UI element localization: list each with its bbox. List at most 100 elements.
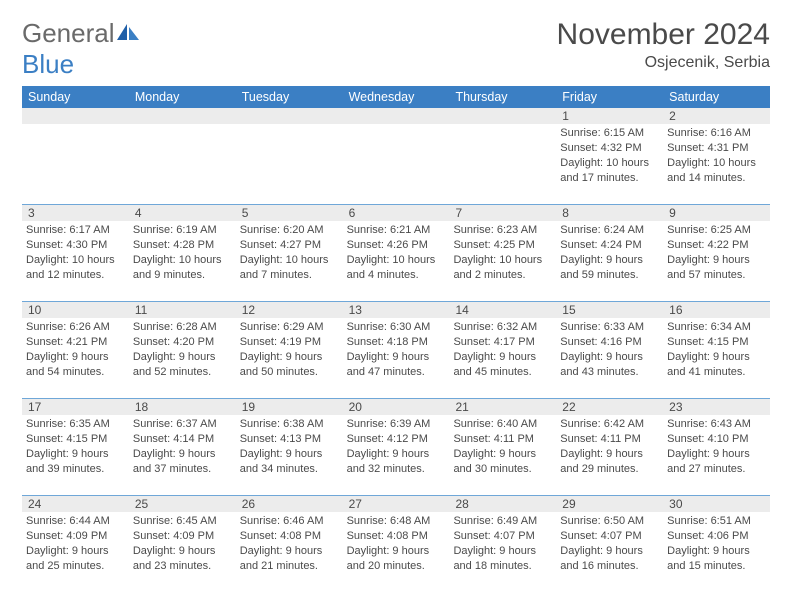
day-number: 17	[22, 399, 129, 415]
day-cell: Sunrise: 6:17 AMSunset: 4:30 PMDaylight:…	[22, 221, 129, 301]
day-number	[236, 108, 343, 124]
daylight-text: Daylight: 9 hours and 23 minutes.	[133, 544, 232, 574]
week-row: Sunrise: 6:17 AMSunset: 4:30 PM Daylight:…	[22, 221, 770, 301]
day-cell: Sunrise: 6:43 AMSunset: 4:10 PMDaylight:…	[663, 415, 770, 495]
daylight-text: Daylight: 9 hours and 43 minutes.	[560, 350, 659, 380]
day-cell: Sunrise: 6:28 AMSunset: 4:20 PMDaylight:…	[129, 318, 236, 398]
daylight-text: Daylight: 9 hours and 50 minutes.	[240, 350, 339, 380]
sunrise-text: Sunrise: 6:50 AM	[560, 514, 659, 529]
sunrise-text: Sunrise: 6:39 AM	[347, 417, 446, 432]
day-number: 3	[22, 205, 129, 221]
day-number: 16	[663, 302, 770, 318]
month-title: November 2024	[557, 18, 770, 52]
sunrise-text: Sunrise: 6:21 AM	[347, 223, 446, 238]
sunset-text: Sunset: 4:28 PM	[133, 238, 232, 253]
week-row: Sunrise: 6:35 AMSunset: 4:15 PMDaylight:…	[22, 415, 770, 495]
day-cell: Sunrise: 6:23 AMSunset: 4:25 PMDaylight:…	[449, 221, 556, 301]
sunrise-text: Sunrise: 6:46 AM	[240, 514, 339, 529]
sunrise-text: Sunrise: 6:45 AM	[133, 514, 232, 529]
sunrise-text: Sunrise: 6:29 AM	[240, 320, 339, 335]
daylight-text: Daylight: 9 hours and 59 minutes.	[560, 253, 659, 283]
day-header: Saturday	[663, 86, 770, 108]
day-header: Wednesday	[343, 86, 450, 108]
day-cell: Sunrise: 6:39 AMSunset: 4:12 PMDaylight:…	[343, 415, 450, 495]
daylight-text: Daylight: 9 hours and 25 minutes.	[26, 544, 125, 574]
day-cell: Sunrise: 6:30 AMSunset: 4:18 PMDaylight:…	[343, 318, 450, 398]
sunset-text: Sunset: 4:22 PM	[667, 238, 766, 253]
daynum-row: 10111213141516	[22, 301, 770, 318]
day-number: 19	[236, 399, 343, 415]
sunset-text: Sunset: 4:30 PM	[26, 238, 125, 253]
sunset-text: Sunset: 4:06 PM	[667, 529, 766, 544]
sunrise-text: Sunrise: 6:19 AM	[133, 223, 232, 238]
sunrise-text: Sunrise: 6:17 AM	[26, 223, 125, 238]
day-cell: Sunrise: 6:15 AMSunset: 4:32 PMDaylight:…	[556, 124, 663, 204]
sunset-text: Sunset: 4:24 PM	[560, 238, 659, 253]
daylight-text: Daylight: 10 hours and 17 minutes.	[560, 156, 659, 186]
day-cell: Sunrise: 6:34 AMSunset: 4:15 PMDaylight:…	[663, 318, 770, 398]
day-cell: Sunrise: 6:49 AMSunset: 4:07 PMDaylight:…	[449, 512, 556, 592]
day-number: 23	[663, 399, 770, 415]
daylight-text: Daylight: 10 hours and 7 minutes.	[240, 253, 339, 283]
sunset-text: Sunset: 4:11 PM	[453, 432, 552, 447]
sunset-text: Sunset: 4:18 PM	[347, 335, 446, 350]
sunrise-text: Sunrise: 6:33 AM	[560, 320, 659, 335]
day-number: 10	[22, 302, 129, 318]
calendar: Sunday Monday Tuesday Wednesday Thursday…	[22, 86, 770, 592]
sunrise-text: Sunrise: 6:15 AM	[560, 126, 659, 141]
daylight-text: Daylight: 10 hours and 2 minutes.	[453, 253, 552, 283]
sunrise-text: Sunrise: 6:38 AM	[240, 417, 339, 432]
day-cell: Sunrise: 6:50 AMSunset: 4:07 PMDaylight:…	[556, 512, 663, 592]
sunrise-text: Sunrise: 6:30 AM	[347, 320, 446, 335]
daylight-text: Daylight: 9 hours and 41 minutes.	[667, 350, 766, 380]
day-number: 15	[556, 302, 663, 318]
sunset-text: Sunset: 4:09 PM	[26, 529, 125, 544]
page-header: General Blue November 2024 Osjecenik, Se…	[22, 18, 770, 80]
sunrise-text: Sunrise: 6:34 AM	[667, 320, 766, 335]
daylight-text: Daylight: 9 hours and 20 minutes.	[347, 544, 446, 574]
sunrise-text: Sunrise: 6:20 AM	[240, 223, 339, 238]
daylight-text: Daylight: 9 hours and 54 minutes.	[26, 350, 125, 380]
daylight-text: Daylight: 9 hours and 18 minutes.	[453, 544, 552, 574]
sunset-text: Sunset: 4:11 PM	[560, 432, 659, 447]
sunrise-text: Sunrise: 6:23 AM	[453, 223, 552, 238]
day-number: 21	[449, 399, 556, 415]
sunrise-text: Sunrise: 6:25 AM	[667, 223, 766, 238]
day-header: Friday	[556, 86, 663, 108]
sunset-text: Sunset: 4:08 PM	[347, 529, 446, 544]
location: Osjecenik, Serbia	[557, 54, 770, 72]
day-cell: Sunrise: 6:38 AMSunset: 4:13 PMDaylight:…	[236, 415, 343, 495]
daynum-row: 24252627282930	[22, 495, 770, 512]
day-header: Monday	[129, 86, 236, 108]
day-number	[343, 108, 450, 124]
day-cell: Sunrise: 6:21 AMSunset: 4:26 PMDaylight:…	[343, 221, 450, 301]
sunset-text: Sunset: 4:32 PM	[560, 141, 659, 156]
day-number: 12	[236, 302, 343, 318]
sunrise-text: Sunrise: 6:37 AM	[133, 417, 232, 432]
daylight-text: Daylight: 10 hours and 4 minutes.	[347, 253, 446, 283]
sunset-text: Sunset: 4:16 PM	[560, 335, 659, 350]
daynum-row: 17181920212223	[22, 398, 770, 415]
day-cell: Sunrise: 6:42 AMSunset: 4:11 PMDaylight:…	[556, 415, 663, 495]
sunrise-text: Sunrise: 6:24 AM	[560, 223, 659, 238]
sunset-text: Sunset: 4:21 PM	[26, 335, 125, 350]
logo-text-general: General	[22, 18, 115, 48]
title-block: November 2024 Osjecenik, Serbia	[557, 18, 770, 76]
daylight-text: Daylight: 9 hours and 57 minutes.	[667, 253, 766, 283]
day-cell	[449, 124, 556, 204]
daylight-text: Daylight: 9 hours and 32 minutes.	[347, 447, 446, 477]
day-cell: Sunrise: 6:46 AMSunset: 4:08 PMDaylight:…	[236, 512, 343, 592]
daylight-text: Daylight: 9 hours and 15 minutes.	[667, 544, 766, 574]
day-cell: Sunrise: 6:32 AMSunset: 4:17 PMDaylight:…	[449, 318, 556, 398]
sunrise-text: Sunrise: 6:28 AM	[133, 320, 232, 335]
sunset-text: Sunset: 4:15 PM	[26, 432, 125, 447]
day-number	[22, 108, 129, 124]
sunset-text: Sunset: 4:20 PM	[133, 335, 232, 350]
sunset-text: Sunset: 4:13 PM	[240, 432, 339, 447]
day-cell	[22, 124, 129, 204]
sunset-text: Sunset: 4:07 PM	[560, 529, 659, 544]
sunset-text: Sunset: 4:25 PM	[453, 238, 552, 253]
sunrise-text: Sunrise: 6:16 AM	[667, 126, 766, 141]
day-number	[449, 108, 556, 124]
daylight-text: Daylight: 9 hours and 37 minutes.	[133, 447, 232, 477]
